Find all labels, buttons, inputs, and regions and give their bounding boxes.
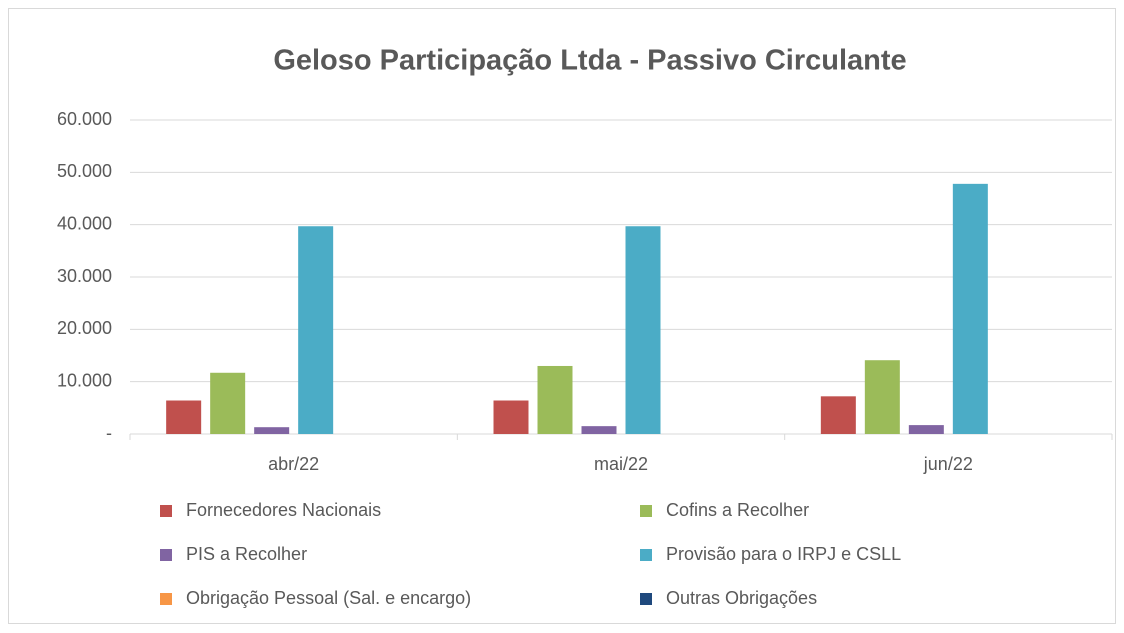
legend-label: Obrigação Pessoal (Sal. e encargo) [186,588,471,608]
bar [166,400,202,434]
legend-label: Provisão para o IRPJ e CSLL [666,544,901,564]
bar [254,427,290,434]
bar [210,372,246,434]
bar [864,360,900,434]
legend-swatch [160,505,172,517]
bar [493,400,529,434]
bar [537,365,573,434]
legend-swatch [160,549,172,561]
x-tick-label: jun/22 [923,454,973,474]
y-tick-label: 50.000 [57,161,112,181]
bar [952,183,988,434]
y-tick-label: 30.000 [57,266,112,286]
legend-swatch [640,549,652,561]
bar [625,226,661,434]
legend-label: PIS a Recolher [186,544,307,564]
y-tick-label: 60.000 [57,109,112,129]
legend-label: Fornecedores Nacionais [186,500,381,520]
y-tick-label: - [106,423,112,443]
bar [908,425,944,434]
y-tick-label: 40.000 [57,213,112,233]
bar [298,226,334,434]
x-tick-label: mai/22 [594,454,648,474]
bar [820,396,856,434]
legend-swatch [640,505,652,517]
y-tick-label: 20.000 [57,318,112,338]
chart-border [8,8,1116,624]
y-tick-label: 10.000 [57,370,112,390]
bar [581,426,617,434]
chart-title: Geloso Participação Ltda - Passivo Circu… [273,45,906,77]
legend-swatch [640,593,652,605]
legend-label: Cofins a Recolher [666,500,809,520]
legend-label: Outras Obrigações [666,588,817,608]
legend-swatch [160,593,172,605]
x-tick-label: abr/22 [268,454,319,474]
